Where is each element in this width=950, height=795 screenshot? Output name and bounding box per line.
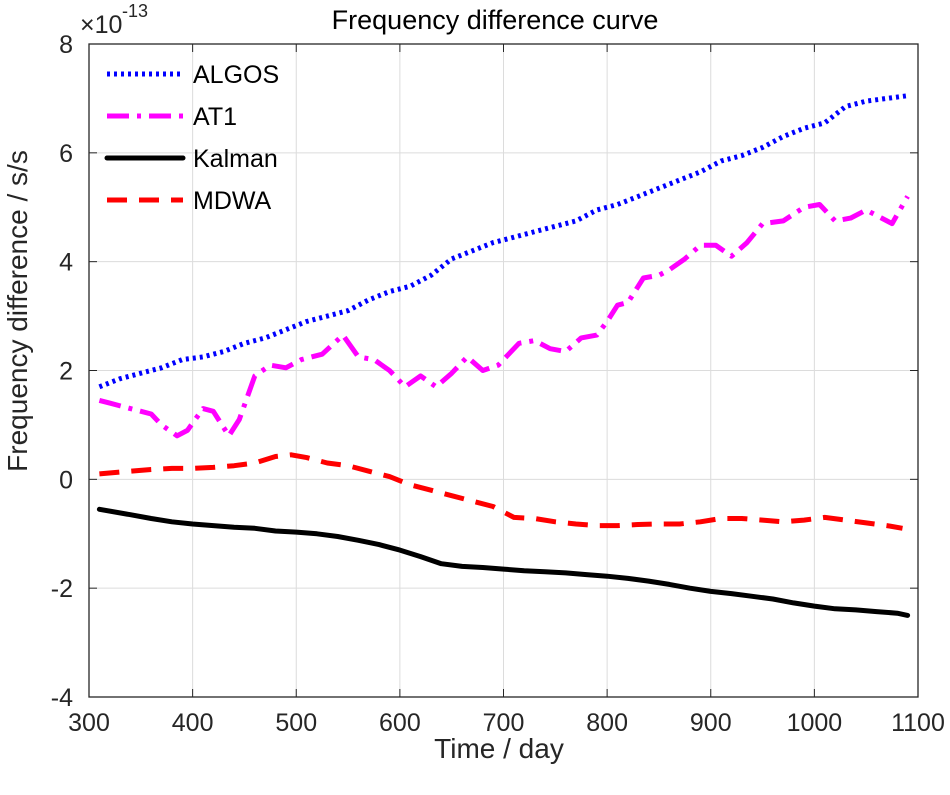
x-tick-label: 700 xyxy=(483,709,525,737)
x-tick-label: 600 xyxy=(379,709,421,737)
series-line-mdwa xyxy=(99,452,903,531)
y-tick-label: 4 xyxy=(59,249,73,277)
legend: ALGOS AT1 Kalman MDWA xyxy=(104,61,279,215)
x-tick-label: 900 xyxy=(690,709,732,737)
y-axis-exponent: ×10 -13 xyxy=(80,1,148,39)
x-axis-label: Time / day xyxy=(434,733,564,764)
series-line-algos xyxy=(98,93,908,390)
legend-label-at1: AT1 xyxy=(193,103,237,131)
y-tick-label: -4 xyxy=(51,684,73,712)
legend-label-algos: ALGOS xyxy=(193,61,279,89)
exponent-base: ×10 xyxy=(80,11,122,39)
x-tick-label: 1100 xyxy=(891,709,945,737)
y-tick-label: -2 xyxy=(51,575,73,603)
y-axis-label: Frequency difference / s/s xyxy=(2,150,33,472)
chart-title: Frequency difference curve xyxy=(332,5,659,35)
x-tick-label: 300 xyxy=(68,709,110,737)
series-line-kalman xyxy=(96,506,911,618)
series-line-at1 xyxy=(98,195,910,439)
x-tick-label: 800 xyxy=(586,709,628,737)
y-tick-label: 2 xyxy=(59,358,73,386)
x-tick-label: 500 xyxy=(275,709,317,737)
y-tick-label: 8 xyxy=(59,31,73,59)
y-tick-label: 0 xyxy=(59,466,73,494)
plot-series xyxy=(96,93,911,618)
legend-label-mdwa: MDWA xyxy=(193,187,272,215)
axis-ticks: 300 400 500 600 700 800 900 1000 1100 -4 -2 0 2 4 6 8 xyxy=(51,31,945,737)
x-tick-label: 1000 xyxy=(787,709,843,737)
exponent-power: -13 xyxy=(122,1,148,21)
x-tick-label: 400 xyxy=(172,709,214,737)
y-tick-label: 6 xyxy=(59,140,73,168)
legend-label-kalman: Kalman xyxy=(193,145,278,173)
grid-lines xyxy=(89,44,918,697)
